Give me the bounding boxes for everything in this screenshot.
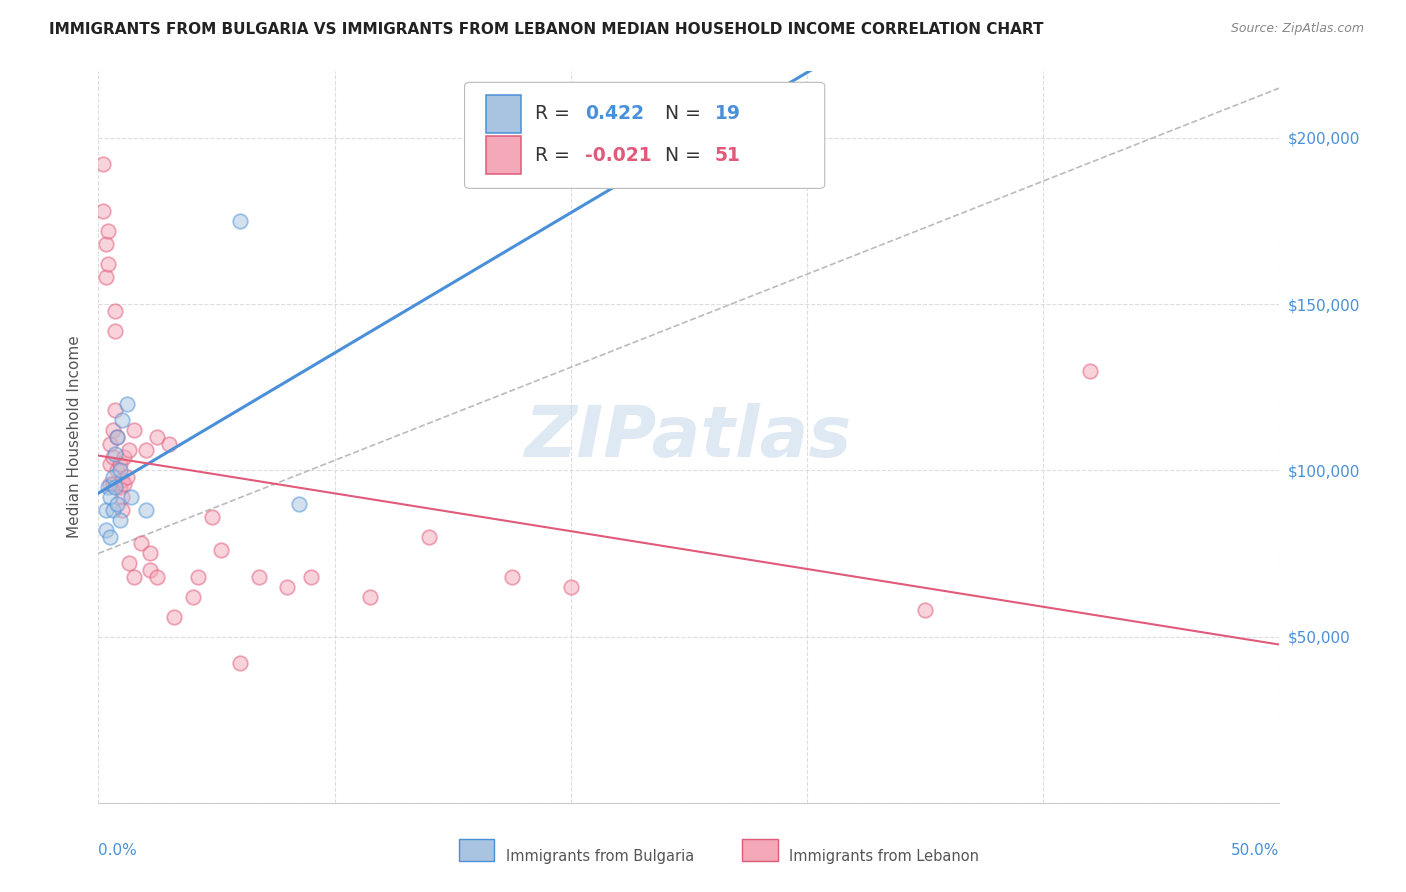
Point (146, 570, 169, 584)
Point (98, 530, 121, 544)
Text: 0.422: 0.422 (585, 104, 644, 123)
Text: N =: N = (665, 146, 707, 165)
Text: 50.0%: 50.0% (1232, 843, 1279, 858)
Point (118, 443, 141, 458)
FancyBboxPatch shape (742, 839, 778, 862)
Text: Immigrants from Lebanon: Immigrants from Lebanon (789, 849, 980, 863)
Point (129, 536, 152, 550)
Point (115, 397, 138, 411)
Point (97, 257, 120, 271)
Point (97, 480, 120, 494)
Text: IMMIGRANTS FROM BULGARIA VS IMMIGRANTS FROM LEBANON MEDIAN HOUSEHOLD INCOME CORR: IMMIGRANTS FROM BULGARIA VS IMMIGRANTS F… (49, 22, 1043, 37)
Point (181, 590, 204, 604)
Point (104, 447, 127, 461)
Point (104, 303, 127, 318)
Point (94, 503, 117, 517)
Point (105, 497, 128, 511)
Point (91, 157, 114, 171)
Point (276, 580, 298, 594)
Point (146, 430, 169, 444)
Text: ZIPatlas: ZIPatlas (526, 402, 852, 472)
Point (108, 457, 131, 471)
Text: Immigrants from Bulgaria: Immigrants from Bulgaria (506, 849, 695, 863)
Point (111, 413, 134, 427)
Point (111, 490, 134, 504)
Point (91, 204, 114, 219)
Point (104, 480, 127, 494)
Point (111, 473, 134, 487)
Point (229, 656, 252, 670)
Point (104, 403, 127, 417)
FancyBboxPatch shape (464, 82, 825, 188)
Point (121, 490, 143, 504)
Point (98, 490, 121, 504)
Text: -0.021: -0.021 (585, 146, 651, 165)
Point (501, 570, 523, 584)
Point (94, 237, 117, 252)
Point (122, 570, 145, 584)
Text: Source: ZipAtlas.com: Source: ZipAtlas.com (1230, 22, 1364, 36)
Point (101, 424, 124, 438)
Point (98, 436, 121, 450)
Text: 19: 19 (714, 104, 741, 123)
Text: N =: N = (665, 104, 707, 123)
Point (157, 436, 180, 450)
Point (108, 480, 131, 494)
Point (247, 570, 270, 584)
Point (108, 463, 131, 477)
Point (1080, 363, 1102, 377)
Point (97, 224, 120, 238)
Point (105, 430, 128, 444)
Point (108, 513, 131, 527)
Point (105, 463, 128, 477)
Point (135, 503, 157, 517)
Point (94, 270, 117, 285)
Point (359, 590, 381, 604)
Point (914, 603, 936, 617)
Point (299, 570, 322, 584)
FancyBboxPatch shape (458, 839, 494, 862)
Point (209, 543, 232, 558)
Point (101, 470, 124, 484)
Point (139, 546, 162, 560)
Point (112, 450, 135, 464)
Point (118, 557, 141, 571)
Point (187, 570, 209, 584)
Point (418, 530, 440, 544)
Point (94, 523, 117, 537)
Text: R =: R = (536, 104, 576, 123)
Point (101, 476, 124, 491)
Point (112, 476, 135, 491)
Text: R =: R = (536, 146, 576, 165)
Point (98, 476, 121, 491)
Point (560, 580, 582, 594)
Point (104, 324, 127, 338)
Point (139, 563, 162, 577)
Point (101, 450, 124, 464)
Point (163, 609, 186, 624)
FancyBboxPatch shape (486, 136, 522, 175)
Text: 0.0%: 0.0% (98, 843, 138, 858)
Point (201, 509, 224, 524)
Point (101, 503, 124, 517)
Point (98, 457, 121, 471)
Point (229, 214, 252, 228)
Point (111, 503, 134, 517)
Point (288, 497, 311, 511)
Text: 51: 51 (714, 146, 741, 165)
FancyBboxPatch shape (486, 95, 522, 133)
Point (122, 424, 145, 438)
Point (105, 430, 128, 444)
Point (115, 470, 138, 484)
Point (135, 443, 157, 458)
Y-axis label: Median Household Income: Median Household Income (67, 335, 83, 539)
